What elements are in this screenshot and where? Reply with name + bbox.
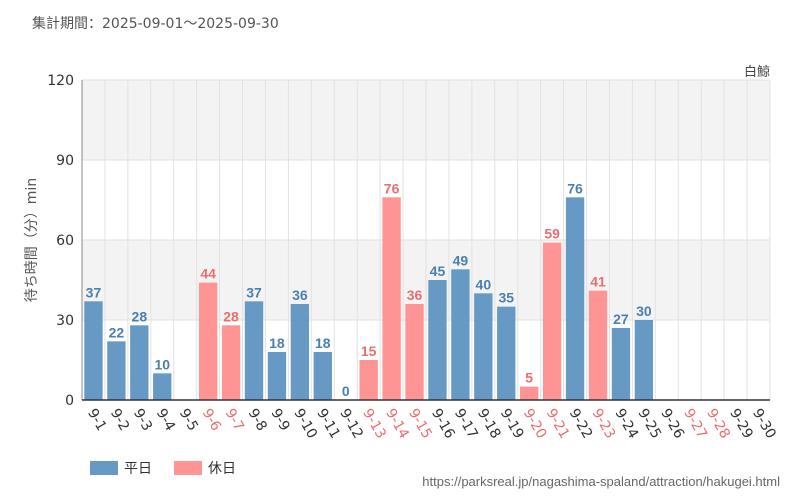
bar bbox=[359, 360, 378, 400]
bar bbox=[474, 293, 493, 400]
legend-label-weekday: 平日 bbox=[124, 461, 152, 477]
x-tick-label: 9-17 bbox=[451, 406, 481, 442]
x-tick-label: 9-28 bbox=[703, 406, 733, 442]
bar bbox=[107, 341, 126, 400]
x-tick-label: 9-21 bbox=[543, 406, 573, 442]
bar-value-label: 76 bbox=[567, 180, 583, 196]
y-axis-label: 待ち時間（分）min bbox=[24, 178, 40, 302]
x-tick-label: 9-24 bbox=[611, 406, 641, 442]
bar-value-label: 10 bbox=[154, 356, 170, 372]
weekday-swatch bbox=[90, 461, 118, 475]
y-tick-label: 90 bbox=[56, 153, 74, 169]
bar-value-label: 18 bbox=[315, 335, 331, 351]
bar-value-label: 44 bbox=[200, 266, 216, 282]
y-tick-label: 120 bbox=[47, 73, 74, 89]
bar bbox=[428, 280, 447, 400]
x-tick-label: 9-1 bbox=[84, 406, 109, 434]
bar-value-label: 5 bbox=[525, 370, 533, 386]
source-url: https://parksreal.jp/nagashima-spaland/a… bbox=[422, 474, 780, 489]
bar bbox=[267, 352, 287, 400]
bar-value-label: 45 bbox=[430, 263, 446, 279]
y-tick-label: 0 bbox=[65, 393, 74, 409]
y-tick-label: 60 bbox=[56, 233, 74, 249]
bar bbox=[130, 325, 149, 400]
x-tick-label: 9-2 bbox=[107, 406, 132, 434]
legend-item-holiday: 休日 bbox=[174, 458, 236, 478]
bar bbox=[588, 290, 608, 400]
bar-value-label: 37 bbox=[246, 284, 262, 300]
x-tick-label: 9-14 bbox=[382, 406, 412, 442]
x-tick-label: 9-29 bbox=[726, 406, 756, 442]
bar-value-label: 36 bbox=[292, 287, 308, 303]
bar bbox=[290, 304, 310, 400]
bar bbox=[565, 197, 585, 400]
x-tick-label: 9-10 bbox=[290, 406, 320, 442]
bar-value-label: 59 bbox=[544, 226, 560, 242]
x-tick-label: 9-7 bbox=[222, 406, 247, 434]
bar bbox=[244, 301, 264, 400]
x-tick-label: 9-23 bbox=[589, 406, 619, 442]
attraction-name: 白鯨 bbox=[743, 65, 770, 80]
bar-value-label: 30 bbox=[636, 303, 652, 319]
bar-value-label: 36 bbox=[407, 287, 423, 303]
x-tick-label: 9-22 bbox=[566, 406, 596, 442]
x-tick-label: 9-5 bbox=[176, 406, 201, 434]
bar-value-label: 18 bbox=[269, 335, 285, 351]
bar-value-label: 27 bbox=[613, 311, 629, 327]
bar bbox=[153, 373, 172, 400]
x-tick-label: 9-9 bbox=[267, 406, 292, 434]
holiday-swatch bbox=[174, 461, 202, 475]
x-tick-label: 9-30 bbox=[749, 406, 779, 442]
bar bbox=[611, 328, 631, 400]
x-tick-label: 9-20 bbox=[520, 406, 550, 442]
bar bbox=[634, 320, 654, 400]
x-tick-label: 9-11 bbox=[313, 406, 343, 442]
bar-value-label: 22 bbox=[109, 324, 125, 340]
bar bbox=[382, 197, 401, 400]
legend-item-weekday: 平日 bbox=[90, 458, 152, 478]
bar-value-label: 76 bbox=[384, 180, 400, 196]
bar-value-label: 15 bbox=[361, 343, 377, 359]
x-tick-label: 9-19 bbox=[497, 406, 527, 442]
bar bbox=[497, 306, 516, 400]
bar-value-label: 37 bbox=[86, 284, 102, 300]
x-tick-label: 9-15 bbox=[405, 406, 435, 442]
bar-value-label: 41 bbox=[590, 274, 606, 290]
bar bbox=[221, 325, 241, 400]
x-tick-label: 9-6 bbox=[199, 406, 224, 434]
y-tick-label: 30 bbox=[56, 313, 74, 329]
bar-value-label: 28 bbox=[223, 308, 239, 324]
legend-label-holiday: 休日 bbox=[208, 461, 236, 477]
x-tick-label: 9-26 bbox=[657, 406, 687, 442]
bar bbox=[405, 304, 424, 400]
bar bbox=[313, 352, 332, 400]
bar-value-label: 28 bbox=[132, 308, 148, 324]
bar-value-label: 49 bbox=[453, 252, 469, 268]
x-tick-label: 9-16 bbox=[428, 406, 458, 442]
x-tick-label: 9-4 bbox=[153, 406, 178, 434]
x-tick-label: 9-18 bbox=[474, 406, 504, 442]
bar bbox=[198, 282, 218, 400]
bar bbox=[451, 269, 470, 400]
x-tick-label: 9-13 bbox=[359, 406, 389, 442]
x-tick-label: 9-3 bbox=[130, 406, 155, 434]
bar bbox=[542, 242, 562, 400]
bar-value-label: 40 bbox=[476, 276, 492, 292]
bar bbox=[520, 386, 539, 400]
bar-value-label: 0 bbox=[342, 383, 350, 399]
bar bbox=[84, 301, 103, 400]
x-tick-label: 9-8 bbox=[245, 406, 270, 434]
x-tick-label: 9-25 bbox=[634, 406, 664, 442]
x-tick-label: 9-12 bbox=[336, 406, 366, 442]
legend: 平日 休日 bbox=[90, 458, 258, 478]
x-tick-label: 9-27 bbox=[680, 406, 710, 442]
period-title: 集計期間：2025-09-01～2025-09-30 bbox=[32, 16, 279, 32]
bar-value-label: 35 bbox=[498, 290, 514, 306]
